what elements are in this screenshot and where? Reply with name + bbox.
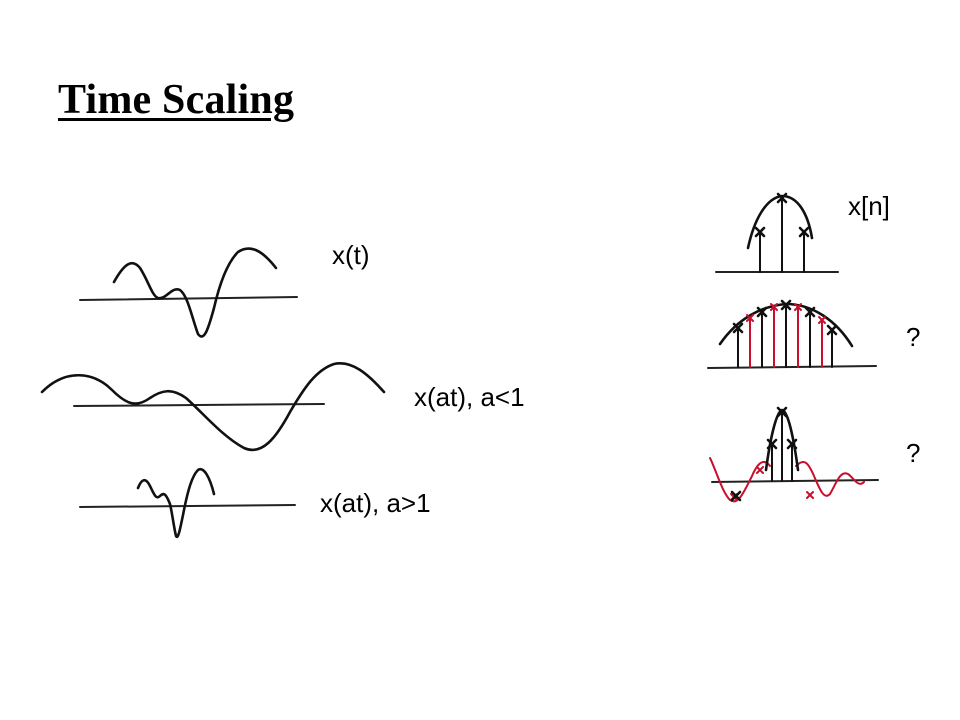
marker-down-black-4 bbox=[730, 490, 742, 502]
marker-up-5 bbox=[826, 324, 838, 336]
marker-down-3 bbox=[766, 438, 778, 450]
marker-up-2 bbox=[756, 306, 768, 318]
marker-up-3 bbox=[780, 299, 792, 311]
signal-xn bbox=[715, 192, 839, 273]
waveform-stretched bbox=[40, 362, 386, 452]
marker-down-2 bbox=[786, 438, 798, 450]
axis-downsampled bbox=[711, 479, 879, 483]
signal-upsampled bbox=[707, 299, 877, 369]
signal-stretched bbox=[40, 362, 386, 452]
label-downsampled-question: ? bbox=[906, 438, 921, 468]
axis-upsampled bbox=[707, 365, 877, 369]
marker-xn-2 bbox=[776, 192, 788, 204]
envelope-xn bbox=[746, 194, 814, 250]
waveform-xt bbox=[112, 247, 278, 338]
axis-xt bbox=[79, 296, 298, 301]
marker-xn-1 bbox=[754, 226, 766, 238]
signal-downsampled bbox=[709, 406, 879, 503]
marker-up-red-3 bbox=[794, 303, 802, 311]
slide-title: Time Scaling bbox=[58, 77, 295, 123]
signal-compressed bbox=[79, 467, 296, 539]
axis-compressed bbox=[79, 504, 296, 508]
marker-xn-3 bbox=[798, 226, 810, 238]
signal-xt bbox=[79, 247, 298, 338]
axis-stretched bbox=[73, 403, 325, 407]
marker-up-red-1 bbox=[746, 314, 754, 322]
marker-up-4 bbox=[804, 306, 816, 318]
marker-up-1 bbox=[732, 322, 744, 334]
marker-up-red-4 bbox=[818, 316, 826, 324]
label-upsampled-question: ? bbox=[906, 322, 921, 352]
marker-down-red-3 bbox=[806, 491, 814, 499]
marker-up-red-2 bbox=[770, 303, 778, 311]
marker-down-1 bbox=[776, 406, 788, 418]
waveform-compressed bbox=[136, 467, 216, 539]
label-xn: x[n] bbox=[848, 191, 890, 221]
label-stretched: x(at), a<1 bbox=[414, 382, 525, 412]
marker-down-red-2 bbox=[756, 466, 764, 474]
label-xt: x(t) bbox=[332, 240, 370, 270]
envelope-downsampled-red bbox=[709, 457, 865, 503]
label-compressed: x(at), a>1 bbox=[320, 488, 431, 518]
